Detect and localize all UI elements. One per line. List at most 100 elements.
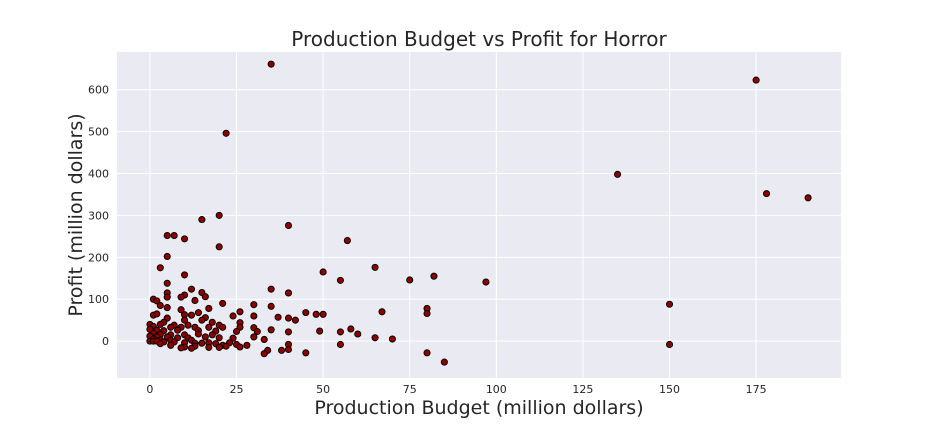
data-point: [267, 302, 275, 310]
data-point: [187, 344, 196, 352]
data-point: [167, 323, 175, 331]
data-point: [250, 301, 258, 309]
data-point: [167, 341, 175, 349]
data-point: [156, 320, 164, 328]
data-point: [156, 264, 164, 272]
data-point: [205, 323, 213, 331]
data-point: [181, 271, 189, 279]
x-tick-label: 50: [316, 383, 330, 396]
data-point: [163, 279, 171, 287]
data-point: [406, 276, 414, 284]
data-point: [187, 285, 196, 293]
data-point: [177, 306, 185, 314]
data-point: [482, 278, 490, 286]
data-point: [343, 237, 351, 245]
data-point: [163, 293, 171, 301]
x-tick-label: 175: [746, 383, 767, 396]
data-point: [388, 335, 396, 343]
data-point: [153, 297, 161, 305]
data-point: [201, 333, 209, 341]
data-point: [219, 323, 227, 331]
data-point: [267, 60, 275, 68]
data-point: [177, 293, 185, 301]
data-point: [752, 76, 760, 84]
data-point: [187, 311, 196, 319]
data-point: [274, 313, 282, 321]
data-point: [198, 316, 206, 324]
data-point: [284, 289, 293, 297]
data-point: [336, 276, 344, 284]
data-point: [153, 310, 161, 318]
data-point: [267, 285, 275, 293]
data-point: [181, 235, 189, 243]
data-point: [219, 299, 227, 307]
data-point: [184, 321, 192, 329]
data-point: [174, 326, 182, 334]
data-point: [215, 211, 223, 219]
data-point: [354, 330, 362, 338]
y-tick-label: 500: [88, 126, 109, 139]
data-point: [302, 309, 310, 317]
data-point: [319, 310, 327, 318]
data-point: [804, 194, 812, 202]
y-axis-label: Profit (million dollars): [65, 113, 87, 316]
data-point: [291, 316, 299, 324]
data-point: [347, 325, 355, 333]
x-tick-label: 75: [403, 383, 417, 396]
data-point: [232, 327, 241, 336]
data-point: [423, 349, 431, 357]
data-point: [371, 263, 379, 271]
data-point: [316, 327, 324, 335]
data-point: [163, 231, 171, 240]
data-point: [260, 335, 268, 343]
data-point: [222, 342, 230, 350]
y-tick-label: 0: [102, 335, 109, 348]
data-point: [163, 252, 171, 261]
data-point: [284, 328, 293, 336]
data-point: [267, 326, 275, 334]
y-tick-label: 300: [88, 209, 109, 222]
x-tick-label: 0: [146, 383, 153, 396]
data-point: [336, 340, 344, 349]
data-point: [163, 304, 171, 312]
x-axis-label: Production Budget (million dollars): [314, 397, 643, 419]
data-point: [170, 231, 178, 240]
data-point: [236, 343, 244, 351]
data-point: [191, 296, 199, 305]
y-tick-label: 200: [88, 251, 109, 264]
data-point: [284, 221, 293, 230]
data-point: [208, 318, 216, 326]
y-tick-labels: 0 100 200 300 400 500 600: [88, 84, 109, 348]
data-point: [194, 330, 202, 338]
y-tick-label: 600: [88, 84, 109, 97]
data-point: [215, 334, 223, 342]
data-point: [284, 314, 293, 322]
data-point: [243, 341, 251, 349]
data-point: [762, 190, 771, 198]
data-point: [665, 300, 674, 308]
data-point: [260, 350, 268, 358]
data-point: [205, 304, 213, 312]
x-tick-label: 150: [659, 383, 680, 396]
x-tick-label: 100: [486, 383, 507, 396]
data-point: [181, 316, 189, 324]
data-point: [284, 345, 293, 354]
data-point: [156, 340, 164, 348]
data-point: [205, 343, 213, 351]
data-point: [665, 340, 674, 349]
x-tick-label: 25: [230, 383, 244, 396]
x-tick-label: 125: [572, 383, 593, 396]
data-point: [194, 309, 202, 317]
data-point: [229, 312, 237, 320]
data-point: [229, 334, 237, 342]
data-point: [236, 308, 244, 316]
data-point: [250, 312, 258, 320]
data-point: [215, 343, 223, 351]
data-point: [201, 293, 209, 301]
data-point: [319, 268, 327, 276]
data-point: [253, 327, 261, 336]
chart-title: Production Budget vs Profit for Horror: [291, 27, 667, 51]
data-point: [336, 328, 344, 336]
data-point: [250, 333, 258, 341]
